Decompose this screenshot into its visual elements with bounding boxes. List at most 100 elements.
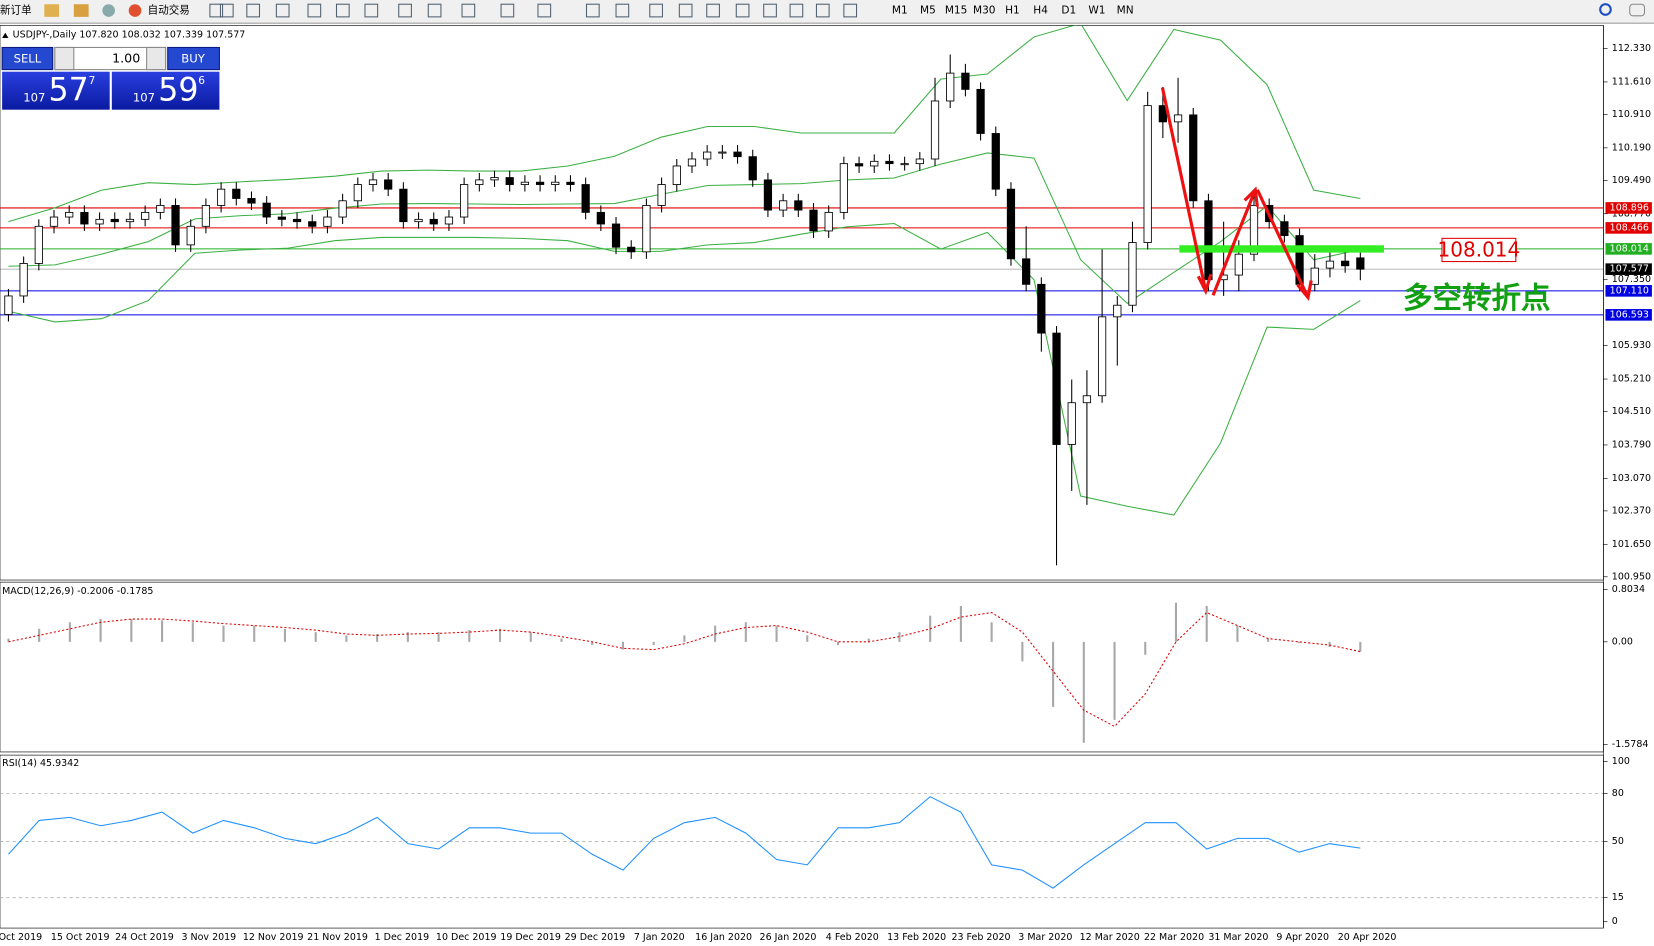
rsi-chart [0,793,1604,899]
candle-body [262,202,271,218]
tool-icon[interactable] [219,3,234,18]
candle-body [1173,114,1183,123]
candle-body [1234,253,1243,276]
tool-icon[interactable] [398,3,412,18]
y-tick-label: 112.330 [1612,43,1651,54]
candle-body [946,72,955,102]
rsi-line [8,796,1361,889]
y-tick-label: 50 [1612,836,1624,847]
buy-label[interactable]: BUY [181,52,205,66]
y-tick-label: 108.770 [1612,208,1651,219]
icon[interactable] [73,4,89,17]
tool-icon[interactable] [500,3,515,18]
annotation-text: 多空转折点 [1403,281,1551,315]
candle-body [930,100,940,160]
sell-button[interactable] [1,46,54,71]
arrow-head [1296,280,1313,301]
rsi-title: RSI(14) 45.9342 [2,758,79,769]
lot-up[interactable] [146,46,167,71]
tool-icon[interactable] [335,3,350,18]
candle-body [596,211,605,225]
candle-body [156,205,165,213]
auto-trading-icon[interactable] [128,4,142,17]
x-tick-label: 15 Oct 2019 [51,932,110,943]
timeframe-button[interactable]: M1 [892,5,908,17]
icon[interactable] [102,4,115,17]
band-lower [8,222,1361,516]
timeframe-button[interactable]: M5 [920,5,936,17]
level-tag [1605,222,1652,234]
tool-icon[interactable] [815,3,830,18]
ask-box[interactable] [111,71,220,110]
tool-icon[interactable] [427,3,442,18]
price-chart [0,25,1604,566]
candle-body [809,209,818,232]
level-label: 107.577 [1610,264,1649,275]
search-icon[interactable] [1599,3,1612,16]
candle-body [1082,395,1092,404]
y-tick-label: 0.00 [1612,636,1633,647]
timeframe-button[interactable]: M15 [945,5,968,17]
tool-icon[interactable] [307,3,322,18]
tool-icon[interactable] [275,3,290,18]
timeframe-button[interactable]: H1 [1005,5,1020,17]
lot-down[interactable] [54,46,75,71]
tool-icon[interactable] [364,3,379,18]
tool-icon[interactable] [585,3,600,18]
x-tick-label: 3 Nov 2019 [181,932,236,943]
tool-icon[interactable] [843,3,858,18]
tool-icon[interactable] [461,3,476,18]
timeframe-button[interactable]: W1 [1088,5,1105,17]
y-tick-label: 105.930 [1612,340,1651,351]
candle-body [323,216,332,227]
tool-icon[interactable] [209,3,224,18]
candle-body [475,179,484,185]
tool-icon[interactable] [615,3,630,18]
x-tick-label: 21 Nov 2019 [307,932,368,943]
level-tag [1605,202,1652,214]
candle-body [384,179,393,190]
buy-button[interactable] [167,46,220,71]
lot-value[interactable]: 1.00 [112,51,140,66]
tool-icon[interactable] [246,3,261,18]
candle-body [900,163,909,166]
macd-chart [7,602,1362,743]
tool-icon[interactable] [763,3,777,18]
bid-box[interactable] [2,71,110,110]
x-tick-label: 29 Dec 2019 [565,932,626,943]
level-label: 106.593 [1610,309,1649,320]
x-tick-label: 4 Feb 2020 [826,932,879,943]
auto-trading-button[interactable]: 自动交易 [148,4,190,17]
x-tick-label: 1 Dec 2019 [375,932,430,943]
candle-body [839,163,848,213]
annotation-box [1441,237,1517,263]
x-tick-label: 9 Apr 2020 [1276,932,1329,943]
candle-body [551,181,560,185]
sell-label[interactable]: SELL [14,52,42,66]
new-order-button[interactable]: 新订单 [0,4,32,17]
timeframe-button[interactable]: MN [1117,5,1134,17]
candle-body [520,181,530,185]
tool-icon[interactable] [537,3,552,18]
y-tick-label: 0 [1612,916,1618,927]
main-pane [0,24,1604,581]
collapse-icon[interactable] [2,32,9,38]
tool-icon[interactable] [735,3,750,18]
candle-body [854,163,864,167]
tool-icon[interactable] [706,3,720,18]
x-tick-label: 24 Oct 2019 [115,932,174,943]
tool-icon[interactable] [649,3,663,18]
timeframe-button[interactable]: D1 [1061,5,1076,17]
main-title: USDJPY-,Daily 107.820 108.032 107.339 10… [13,29,246,40]
tool-icon[interactable] [789,3,804,18]
candle-body [703,151,712,160]
timeframe-button[interactable]: M30 [973,5,996,17]
candle-body [399,188,408,223]
icon[interactable] [44,4,60,17]
arrow [1160,87,1208,292]
tool-icon[interactable] [678,3,693,18]
level-label: 108.014 [1610,243,1649,254]
timeframe-button[interactable]: H4 [1033,5,1048,17]
chat-icon[interactable] [1629,3,1646,17]
candle-body [460,184,469,218]
